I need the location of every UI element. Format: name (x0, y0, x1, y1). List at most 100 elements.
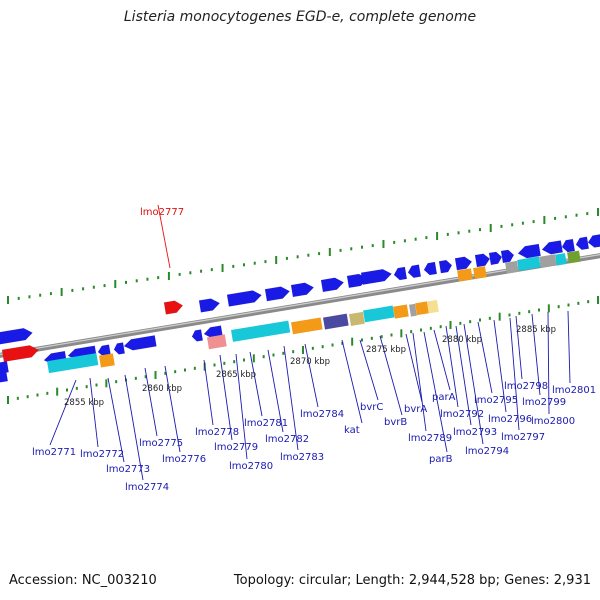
leader-line (124, 374, 144, 481)
leader-line (157, 204, 171, 269)
leader-line (164, 365, 181, 453)
forward-gene (500, 249, 515, 264)
rna-band-feature (323, 313, 349, 330)
scale-label: 2870 kbp (290, 357, 330, 367)
inner-feature (567, 250, 581, 264)
gene-label-lmo2772[interactable]: lmo2772 (80, 449, 124, 460)
leader-line (547, 311, 550, 415)
inner-feature (555, 253, 567, 266)
forward-gene (393, 266, 408, 281)
inner-feature (517, 256, 541, 271)
gene-label-lmo2783[interactable]: lmo2783 (280, 452, 324, 463)
forward-gene (488, 251, 503, 266)
gene-label-lmo2796[interactable]: lmo2796 (488, 414, 532, 425)
gene-label-parA[interactable]: parA (432, 392, 456, 403)
gene-label-lmo2773[interactable]: lmo2773 (106, 464, 150, 475)
forward-gene (264, 286, 291, 302)
forward-gene (575, 236, 590, 251)
forward-gene (541, 240, 563, 255)
gene-label-lmo2795[interactable]: lmo2795 (474, 395, 518, 406)
gene-label-lmo2792[interactable]: lmo2792 (440, 409, 484, 420)
leader-line (405, 333, 423, 403)
reverse-gene (191, 329, 204, 342)
reverse-gene (113, 342, 126, 355)
forward-gene (474, 253, 491, 268)
scale-label-layer: 2855 kbp 2860 kbp 2865 kbp 2870 kbp 2875 kbp… (64, 325, 556, 408)
gene-label-lmo2777[interactable]: lmo2777 (140, 207, 184, 218)
gene-label-lmo2781[interactable]: lmo2781 (244, 418, 288, 429)
gene-label-lmo2776[interactable]: lmo2776 (162, 454, 206, 465)
inner-feature (457, 268, 473, 282)
forward-gene (163, 300, 184, 315)
forward-gene (320, 277, 345, 293)
gene-label-bvrA[interactable]: bvrA (404, 404, 427, 415)
gene-label-lmo2793[interactable]: lmo2793 (453, 427, 497, 438)
forward-gene (561, 238, 576, 253)
forward-gene (517, 243, 541, 259)
scale-label: 2860 kbp (142, 384, 182, 394)
scale-label: 2880 kbp (442, 335, 482, 345)
feature-track (0, 233, 600, 384)
leader-line (219, 354, 233, 441)
forward-gene (360, 268, 393, 285)
gene-label-lmo2789[interactable]: lmo2789 (408, 433, 452, 444)
leader-line (493, 319, 507, 413)
leader-line (433, 329, 451, 391)
scale-label: 2875 kbp (366, 345, 406, 355)
rna-band-feature (409, 303, 417, 317)
leader-line (412, 332, 427, 432)
leader-line (89, 377, 99, 448)
leader-line (49, 379, 77, 446)
reverse-gene (123, 335, 157, 351)
inner-feature (539, 254, 557, 268)
gene-label-lmo2782[interactable]: lmo2782 (265, 434, 309, 445)
leader-line (423, 331, 448, 453)
rna-band-feature (47, 353, 99, 374)
gene-label-lmo2797[interactable]: lmo2797 (501, 432, 545, 443)
leader-line (531, 313, 541, 396)
gene-label-lmo2771[interactable]: lmo2771 (32, 447, 76, 458)
rna-band-feature (363, 305, 395, 323)
gene-label-lmo2784[interactable]: lmo2784 (300, 409, 344, 420)
leader-line (463, 323, 484, 445)
forward-gene (423, 261, 438, 276)
forward-gene (587, 233, 600, 248)
forward-gene (407, 264, 422, 278)
inner-feature (473, 266, 487, 280)
forward-gene (198, 298, 221, 313)
gene-label-bvrC[interactable]: bvrC (360, 402, 383, 413)
outer-tick-row (7, 208, 599, 304)
gene-label-lmo2794[interactable]: lmo2794 (465, 446, 509, 457)
leader-line (509, 317, 520, 431)
scale-label: 2855 kbp (64, 398, 104, 408)
forward-gene (0, 327, 33, 346)
gene-label-lmo2779[interactable]: lmo2779 (214, 442, 258, 453)
gene-label-kat[interactable]: kat (344, 425, 360, 436)
leader-line (144, 367, 158, 437)
leader-line (379, 335, 403, 416)
leader-line (304, 343, 319, 408)
gene-label-layer: lmo2777 lmo2771 lmo2772 lmo2773 lmo2774 lmo27… (32, 207, 596, 493)
gene-label-lmo2799[interactable]: lmo2799 (522, 397, 566, 408)
gene-label-lmo2800[interactable]: lmo2800 (531, 416, 575, 427)
rna-band-feature (349, 311, 365, 326)
rna-band-feature (207, 334, 227, 350)
gene-label-lmo2775[interactable]: lmo2775 (139, 438, 183, 449)
gene-label-bvrB[interactable]: bvrB (384, 417, 407, 428)
gene-label-lmo2780[interactable]: lmo2780 (229, 461, 273, 472)
forward-gene (454, 256, 473, 271)
topology-label: Topology: circular; Length: 2,944,528 bp… (233, 573, 591, 588)
forward-gene (290, 282, 315, 298)
gene-label-lmo2778[interactable]: lmo2778 (195, 427, 239, 438)
rna-band-feature (393, 304, 409, 319)
leader-line (359, 339, 379, 401)
gene-label-parB[interactable]: parB (429, 454, 453, 465)
map-title: Listeria monocytogenes EGD-e, complete g… (123, 9, 477, 25)
leader-line (477, 321, 493, 394)
gene-label-lmo2774[interactable]: lmo2774 (125, 482, 169, 493)
leader-line (567, 310, 571, 384)
rna-band-feature (231, 320, 291, 342)
gene-label-lmo2801[interactable]: lmo2801 (552, 385, 596, 396)
gene-label-lmo2798[interactable]: lmo2798 (504, 381, 548, 392)
